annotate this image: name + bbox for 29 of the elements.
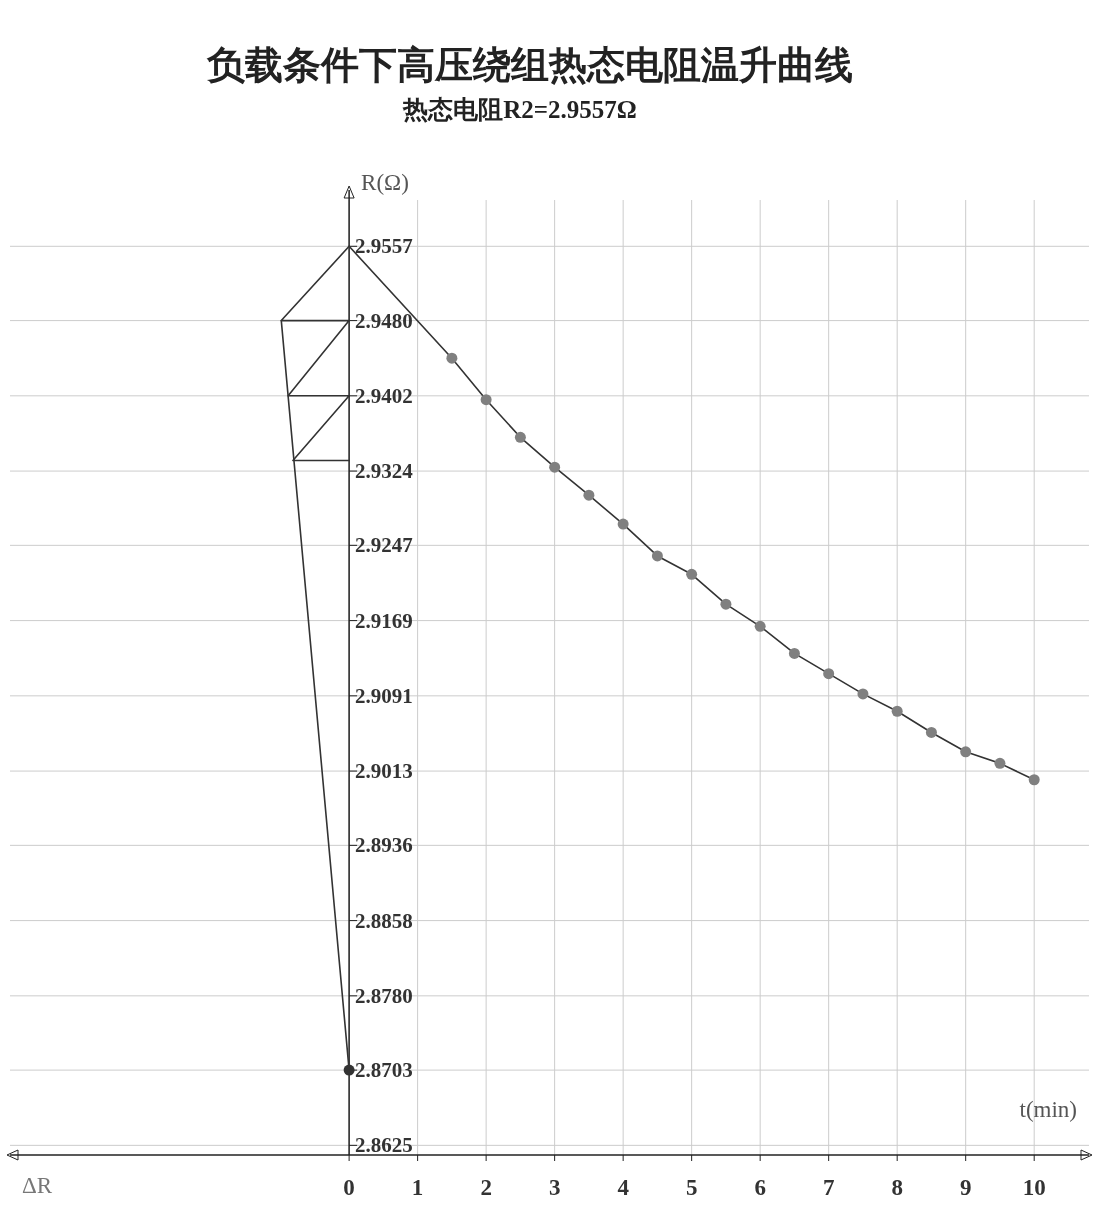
x-tick-label: 4 [617, 1175, 630, 1200]
y-tick-label: 2.9557 [355, 234, 413, 259]
y-tick-label: 2.9324 [355, 459, 414, 484]
text: ΔR [22, 1173, 53, 1198]
y-tick-label: 2.8858 [355, 908, 413, 933]
y-axis-title: R(Ω) [361, 170, 409, 195]
x-tick-label: 0 [343, 1175, 355, 1200]
y-tick-label: 2.9091 [355, 683, 413, 708]
y-tick-label: 2.9013 [355, 759, 413, 784]
y-tick-label: 2.9480 [355, 308, 413, 333]
x-axis-title: t(min) [1019, 1097, 1077, 1122]
x-tick-label: 10 [1022, 1175, 1046, 1200]
y-tick-label: 2.8703 [355, 1058, 413, 1083]
chart-subtitle: 热态电阻R2=2.9557Ω [402, 96, 637, 123]
x-tick-label: 9 [959, 1175, 972, 1200]
x-tick-label: 2 [480, 1175, 492, 1200]
y-tick-label: 2.8780 [355, 983, 413, 1008]
x-tick-label: 6 [754, 1175, 766, 1200]
y-tick-label: 2.9247 [355, 533, 413, 558]
x-tick-label: 8 [891, 1175, 903, 1200]
x-tick-label: 1 [411, 1175, 424, 1200]
y-tick-label: 2.8625 [355, 1133, 413, 1158]
x-tick-label: 3 [548, 1175, 561, 1200]
y-tick-label: 2.8936 [355, 833, 413, 858]
x-tick-label: 5 [685, 1175, 698, 1200]
y-tick-label: 2.9169 [355, 608, 413, 633]
chart-title: 负载条件下高压绕组热态电阻温升曲线 [206, 44, 853, 86]
y-tick-label: 2.9402 [355, 383, 413, 408]
x-tick-label: 7 [822, 1175, 835, 1200]
